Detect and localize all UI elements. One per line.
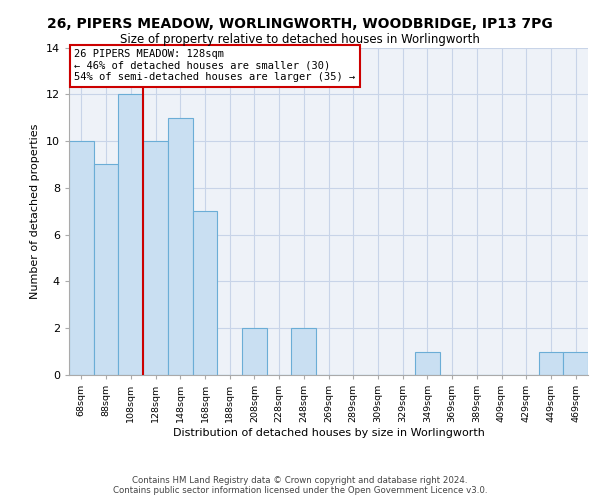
Text: 26 PIPERS MEADOW: 128sqm
← 46% of detached houses are smaller (30)
54% of semi-d: 26 PIPERS MEADOW: 128sqm ← 46% of detach… [74, 49, 355, 82]
Bar [118, 94, 143, 375]
Bar [539, 352, 563, 375]
Bar [143, 141, 168, 375]
Bar [168, 118, 193, 375]
Text: Contains HM Land Registry data © Crown copyright and database right 2024.: Contains HM Land Registry data © Crown c… [132, 476, 468, 485]
Bar [563, 352, 588, 375]
Bar [242, 328, 267, 375]
Bar [292, 328, 316, 375]
Y-axis label: Number of detached properties: Number of detached properties [30, 124, 40, 299]
X-axis label: Distribution of detached houses by size in Worlingworth: Distribution of detached houses by size … [173, 428, 484, 438]
Text: Size of property relative to detached houses in Worlingworth: Size of property relative to detached ho… [120, 32, 480, 46]
Text: 26, PIPERS MEADOW, WORLINGWORTH, WOODBRIDGE, IP13 7PG: 26, PIPERS MEADOW, WORLINGWORTH, WOODBRI… [47, 18, 553, 32]
Bar [94, 164, 118, 375]
Bar [193, 211, 217, 375]
Text: Contains public sector information licensed under the Open Government Licence v3: Contains public sector information licen… [113, 486, 487, 495]
Bar [415, 352, 440, 375]
Bar [69, 141, 94, 375]
